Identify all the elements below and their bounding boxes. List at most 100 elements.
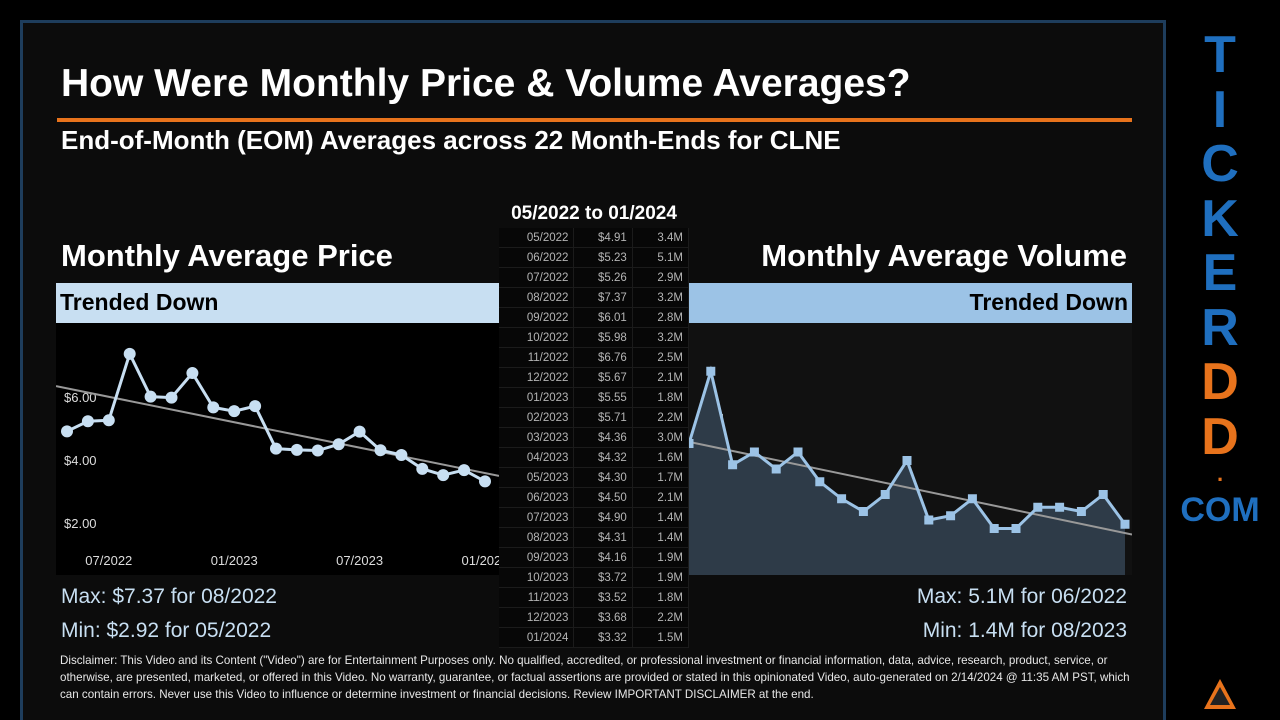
table-row: 02/2023 $5.71 2.2M [499,407,690,428]
table-row: 10/2023 $3.72 1.9M [499,567,690,588]
data-point [458,464,471,477]
data-point [270,442,282,455]
brand-letter: C [1201,135,1239,193]
data-point [1033,502,1043,512]
month-cell: 02/2023 [499,407,575,428]
title-divider [57,118,1132,122]
table-row: 12/2022 $5.67 2.1M [499,367,690,388]
table-row: 09/2023 $4.16 1.9M [499,547,690,568]
data-point [186,367,199,380]
volume-cell: 2.5M [632,347,690,368]
data-point [207,401,220,414]
price-cell: $5.26 [573,267,633,288]
page-title: How Were Monthly Price & Volume Averages… [61,62,911,105]
month-cell: 07/2022 [499,267,575,288]
data-point [989,524,999,533]
price-trend-band: Trended Down [56,283,499,323]
volume-cell: 1.4M [632,527,690,548]
price-cell: $5.55 [573,387,633,408]
data-point [144,390,157,403]
volume-cell: 1.8M [632,387,690,408]
data-point [1120,519,1130,529]
table-row: 08/2022 $7.37 3.2M [499,287,690,308]
table-row: 10/2022 $5.98 3.2M [499,327,690,348]
month-cell: 10/2023 [499,567,575,588]
brand-letter: T [1204,26,1236,84]
data-point [924,515,934,525]
price-cell: $4.91 [573,228,633,248]
table-row: 01/2023 $5.55 1.8M [499,387,690,408]
brand-suffix: COM [1180,491,1260,529]
month-cell: 03/2023 [499,427,575,448]
table-row: 04/2023 $4.32 1.6M [499,447,690,468]
volume-cell: 5.1M [632,247,690,268]
data-point [771,464,781,474]
table-row: 11/2023 $3.52 1.8M [499,587,690,608]
month-cell: 05/2022 [499,228,575,248]
price-cell: $3.52 [573,587,633,608]
table-row: 01/2024 $3.32 1.5M [499,627,690,648]
price-cell: $4.30 [573,467,633,488]
x-tick-label: 07/2022 [85,553,132,568]
trend-line [55,385,500,477]
volume-cell: 2.2M [632,607,690,628]
price-cell: $4.90 [573,507,633,528]
price-cell: $6.01 [573,307,633,328]
price-panel-title: Monthly Average Price [61,238,393,273]
data-point [793,447,803,457]
month-cell: 05/2023 [499,467,575,488]
data-point [165,391,178,404]
month-cell: 06/2023 [499,487,575,508]
y-tick-label: $2.00 [64,516,97,531]
volume-cell: 3.4M [632,228,690,248]
data-point [395,448,408,461]
data-point [728,460,738,470]
data-point [290,443,303,456]
volume-cell: 3.2M [632,327,690,348]
month-cell: 01/2023 [499,387,575,408]
volume-cell: 2.2M [632,407,690,428]
data-point [311,444,324,457]
data-point [1098,490,1108,499]
price-cell: $4.32 [573,447,633,468]
volume-cell: 1.9M [632,547,690,568]
price-cell: $4.16 [573,547,633,568]
data-point [706,366,716,376]
price-cell: $3.72 [573,567,633,588]
data-point [749,447,759,457]
data-point [967,494,977,504]
data-point [1076,507,1086,516]
data-point [437,469,450,482]
month-cell: 12/2023 [499,607,575,628]
volume-cell: 3.0M [632,427,690,448]
volume-min: Min: 1.4M for 08/2023 [922,619,1127,642]
data-point [880,490,890,499]
data-point [815,477,825,487]
price-cell: $5.98 [573,327,633,348]
month-cell: 08/2023 [499,527,575,548]
price-chart: $2.00 $4.00 $6.00 07/2022 01/2023 07/2023 01/2… [55,323,509,575]
data-point [123,347,136,360]
table-row: 05/2023 $4.30 1.7M [499,467,690,488]
brand-letter: D [1201,407,1239,466]
volume-max: Max: 5.1M for 06/2022 [916,585,1127,608]
data-point [81,415,94,428]
warning-triangle-icon [1204,679,1236,709]
table-row: 07/2022 $5.26 2.9M [499,267,690,288]
y-tick-label: $6.00 [64,390,97,405]
brand-logo: T I C K E R D D. COM [1180,25,1260,546]
data-point [837,494,847,504]
page-subtitle: End-of-Month (EOM) Averages across 22 Mo… [61,125,841,155]
brand-letter: . [1216,461,1224,486]
disclaimer: Disclaimer: This Video and its Content (… [60,654,1130,701]
x-tick-label: 01/2024 [462,553,500,568]
table-row: 09/2022 $6.01 2.8M [499,307,690,328]
price-max: Max: $7.37 for 08/2022 [61,585,277,608]
volume-cell: 1.8M [632,587,690,608]
month-cell: 11/2023 [499,587,575,608]
data-point [946,511,956,521]
volume-trend-band: Trended Down [689,283,1132,323]
volume-cell: 2.1M [632,367,690,388]
data-point [1055,502,1065,512]
